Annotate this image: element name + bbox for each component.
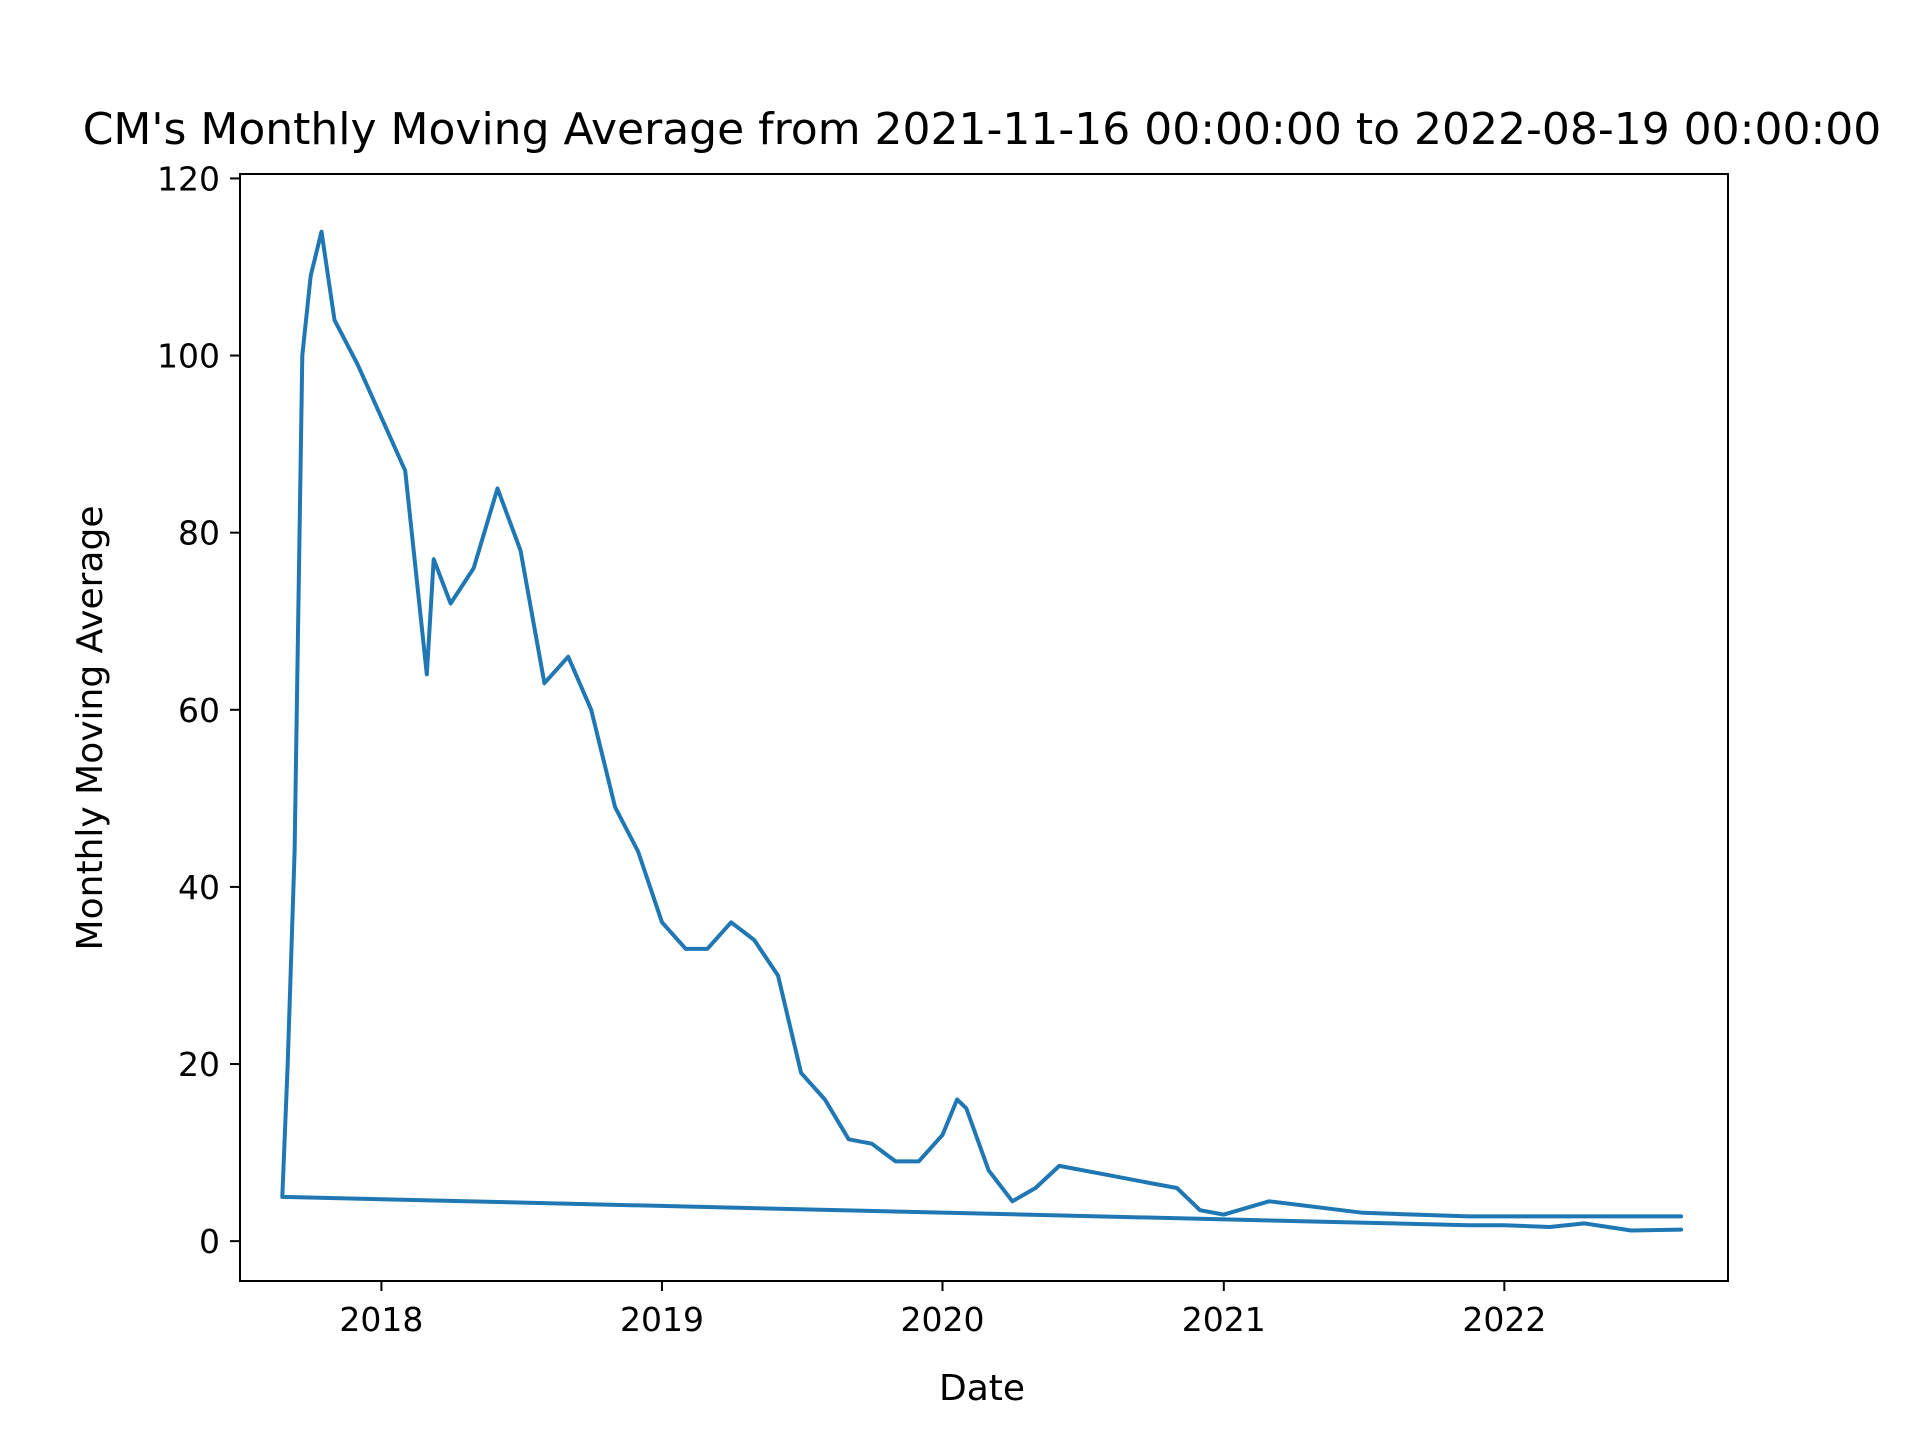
plot-line-layer bbox=[280, 229, 1684, 1233]
x-tick-label: 2022 bbox=[1462, 1300, 1546, 1339]
x-axis-ticks: 2018 2019 2020 2021 2022 bbox=[339, 1281, 1546, 1339]
y-tick-label: 0 bbox=[199, 1222, 220, 1261]
x-tick-label: 2019 bbox=[620, 1300, 704, 1339]
y-axis-ticks: 0 20 40 60 80 100 120 bbox=[157, 159, 240, 1261]
plot-frame bbox=[239, 173, 1729, 1282]
x-tick-label: 2021 bbox=[1182, 1300, 1266, 1339]
y-tick-label: 120 bbox=[157, 159, 220, 198]
y-axis-label: Monthly Moving Average bbox=[70, 506, 111, 951]
y-tick-label: 40 bbox=[178, 868, 220, 907]
series-line bbox=[280, 229, 1684, 1233]
y-tick-label: 20 bbox=[178, 1045, 220, 1084]
y-tick-label: 60 bbox=[178, 691, 220, 730]
x-axis-label: Date bbox=[939, 1368, 1025, 1409]
chart-title: CM's Monthly Moving Average from 2021-11… bbox=[83, 104, 1882, 155]
x-tick-label: 2018 bbox=[339, 1300, 423, 1339]
y-tick-label: 80 bbox=[178, 514, 220, 553]
x-tick-label: 2020 bbox=[901, 1300, 985, 1339]
y-tick-label: 100 bbox=[157, 337, 220, 376]
